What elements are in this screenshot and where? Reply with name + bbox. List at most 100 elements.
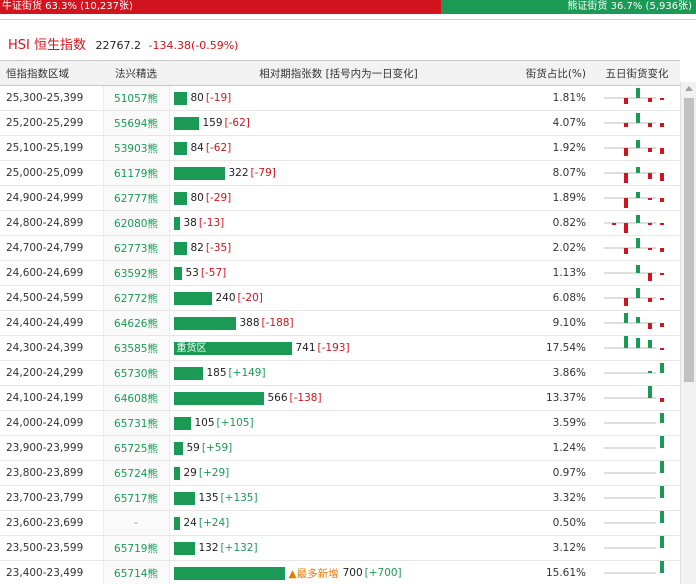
warrant-code-link[interactable]: 65725熊 xyxy=(102,435,170,461)
index-range-cell: 23,600-23,699 xyxy=(0,510,103,536)
warrant-code-link[interactable]: 65731熊 xyxy=(102,410,170,436)
daily-change-value: [-62] xyxy=(205,142,232,154)
sparkline-bar xyxy=(648,198,652,200)
warrant-code-link[interactable]: 65724熊 xyxy=(102,460,170,486)
index-range-cell: 25,200-25,299 xyxy=(0,110,103,136)
five-day-sparkline xyxy=(604,436,664,449)
five-day-change-cell xyxy=(594,210,680,236)
contracts-value: 105 xyxy=(194,417,215,429)
outstanding-pct-cell: 3.12% xyxy=(508,535,594,561)
five-day-change-cell xyxy=(594,310,680,336)
daily-change-value: [-138] xyxy=(289,392,322,404)
index-range-cell: 24,400-24,499 xyxy=(0,310,103,336)
contracts-value: 185 xyxy=(206,367,227,379)
warrant-code-link[interactable]: 65730熊 xyxy=(102,360,170,386)
five-day-sparkline xyxy=(604,167,664,183)
outstanding-pct-cell: 17.54% xyxy=(508,335,594,361)
contracts-bar: 重货区 xyxy=(173,341,292,355)
index-range-cell: 24,200-24,299 xyxy=(0,360,103,386)
warrant-code-link: - xyxy=(102,510,170,536)
five-day-change-cell xyxy=(594,110,680,136)
warrant-code-link[interactable]: 63592熊 xyxy=(102,260,170,286)
sparkline-bar xyxy=(660,223,664,225)
index-range-cell: 24,500-24,599 xyxy=(0,285,103,311)
sparkline-bar xyxy=(648,223,652,225)
warrant-code-link[interactable]: 65717熊 xyxy=(102,485,170,511)
table-row: 24,400-24,499 64626熊 388 [-188] 9.10% xyxy=(0,310,680,336)
daily-change-value: [+105] xyxy=(216,417,254,429)
daily-change-value: [+700] xyxy=(364,567,402,579)
contracts-bar-cell: 105 [+105] xyxy=(169,410,508,436)
contracts-bar-cell: 38 [-13] xyxy=(169,210,508,236)
contracts-bar xyxy=(173,516,180,530)
sparkline-bar xyxy=(636,317,640,323)
warrant-code-link[interactable]: 64626熊 xyxy=(102,310,170,336)
contracts-value: 322 xyxy=(228,167,249,179)
contracts-bar xyxy=(173,441,183,455)
index-change: -134.38(-0.59%) xyxy=(148,39,239,52)
table-row: 24,700-24,799 62773熊 82 [-35] 2.02% xyxy=(0,235,680,261)
warrant-code-link[interactable]: 61179熊 xyxy=(102,160,170,186)
sparkline-bar xyxy=(624,298,628,306)
sparkline-bar xyxy=(636,265,640,273)
contracts-bar-cell: 59 [+59] xyxy=(169,435,508,461)
sparkline-bar xyxy=(648,298,652,302)
five-day-sparkline xyxy=(604,288,664,306)
contracts-bar-cell: 135 [+135] xyxy=(169,485,508,511)
contracts-bar-cell: 566 [-138] xyxy=(169,385,508,411)
contracts-bar xyxy=(173,316,236,330)
sparkline-bar xyxy=(660,323,664,327)
warrant-code-link[interactable]: 65719熊 xyxy=(102,535,170,561)
sparkline-bar xyxy=(624,223,628,233)
index-range-cell: 25,100-25,199 xyxy=(0,135,103,161)
contracts-value: 388 xyxy=(239,317,260,329)
header-five-day-change: 五日街货变化 xyxy=(594,60,680,86)
daily-change-value: [-13] xyxy=(198,217,225,229)
index-range-cell: 25,000-25,099 xyxy=(0,160,103,186)
warrant-code-link[interactable]: 63585熊 xyxy=(102,335,170,361)
sparkline-bar xyxy=(660,561,664,573)
contracts-bar-cell: 159 [-62] xyxy=(169,110,508,136)
scrollbar-thumb[interactable] xyxy=(684,98,694,382)
warrant-code-link[interactable]: 65714熊 xyxy=(102,560,170,584)
index-title[interactable]: HSI 恒生指数 xyxy=(8,38,86,53)
warrant-code-link[interactable]: 55694熊 xyxy=(102,110,170,136)
warrant-code-link[interactable]: 62772熊 xyxy=(102,285,170,311)
five-day-sparkline xyxy=(604,363,664,374)
contracts-bar xyxy=(173,366,203,380)
sparkline-bar xyxy=(624,248,628,254)
index-range-cell: 23,800-23,899 xyxy=(0,460,103,486)
sparkline-bar xyxy=(624,123,628,127)
warrant-code-link[interactable]: 64608熊 xyxy=(102,385,170,411)
sparkline-bar xyxy=(660,248,664,252)
five-day-change-cell xyxy=(594,435,680,461)
five-day-change-cell xyxy=(594,160,680,186)
five-day-sparkline xyxy=(604,536,664,549)
warrant-code-link[interactable]: 53903熊 xyxy=(102,135,170,161)
index-range-cell: 25,300-25,399 xyxy=(0,85,103,111)
warrant-code-link[interactable]: 62777熊 xyxy=(102,185,170,211)
contracts-value: 80 xyxy=(190,92,204,104)
contracts-bar-cell: 重货区 741 [-193] xyxy=(169,335,508,361)
most-increase-tag: ▲最多新增 xyxy=(288,567,339,580)
sparkline-bar xyxy=(636,167,640,173)
outstanding-pct-cell: 0.82% xyxy=(508,210,594,236)
sparkline-bar xyxy=(648,173,652,179)
sparkline-bar xyxy=(660,148,664,154)
contracts-value: 24 xyxy=(183,517,197,529)
index-range-cell: 24,800-24,899 xyxy=(0,210,103,236)
sparkline-bar xyxy=(624,173,628,183)
scroll-up-arrow-icon[interactable] xyxy=(685,86,693,91)
contracts-bar xyxy=(173,466,180,480)
outstanding-pct-cell: 15.61% xyxy=(508,560,594,584)
warrant-code-link[interactable]: 62773熊 xyxy=(102,235,170,261)
warrant-code-link[interactable]: 51057熊 xyxy=(102,85,170,111)
vertical-scrollbar[interactable] xyxy=(680,82,696,584)
contracts-bar xyxy=(173,191,187,205)
table-row: 23,600-23,699-24 [+24] 0.50% xyxy=(0,510,680,536)
sparkline-bar xyxy=(648,371,652,373)
table-row: 24,900-24,999 62777熊 80 [-29] 1.89% xyxy=(0,185,680,211)
sparkline-bar xyxy=(624,198,628,208)
index-range-cell: 23,700-23,799 xyxy=(0,485,103,511)
warrant-code-link[interactable]: 62080熊 xyxy=(102,210,170,236)
